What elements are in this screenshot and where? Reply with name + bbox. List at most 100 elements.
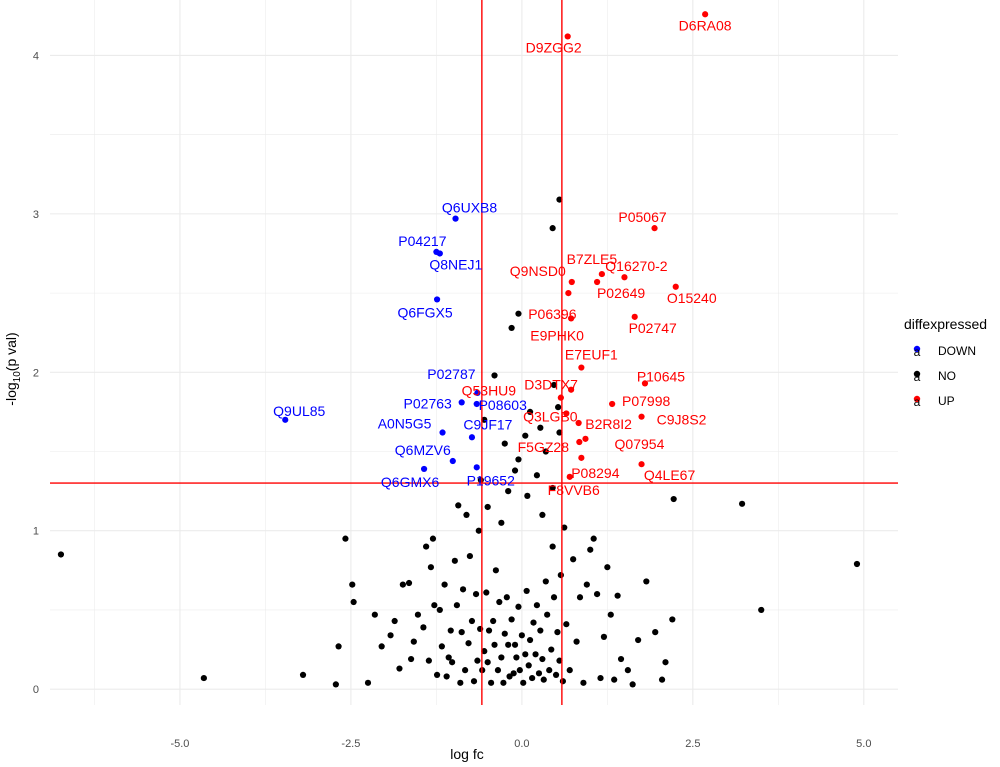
data-point-no [535,670,543,677]
point-label: Q53HU9 [462,383,517,399]
data-point-no [533,602,541,609]
data-point-no [573,638,580,645]
point-label: Q6UXB8 [442,200,497,216]
data-point-no [391,617,398,625]
data-point-no [611,676,618,683]
data-point-down [474,389,481,396]
data-point-no [537,424,544,431]
data-point-no [549,225,556,232]
data-point-no [425,657,432,664]
data-point-no [349,581,356,588]
data-point-no [463,511,470,518]
legend-key-glyph: a [914,395,921,409]
data-point-no [451,557,458,564]
data-point-no [491,641,498,648]
data-point-no [658,676,666,683]
data-point-down [282,416,289,423]
data-point-no [436,606,443,614]
data-point-no [587,546,594,553]
point-label: C9JF17 [463,416,512,432]
data-point-up [568,386,575,393]
data-point-no [453,602,461,609]
data-point-down [433,296,441,303]
data-point-no [580,679,587,686]
data-point-no [563,621,570,628]
data-point-up [576,438,583,446]
data-point-no [387,632,394,639]
data-point-no [484,503,491,511]
data-point-no [643,578,650,585]
x-tick-label: 2.5 [685,738,700,750]
data-point-no [597,674,604,682]
data-point-no [481,648,488,655]
data-point-no [407,655,415,663]
data-point-no [420,624,427,631]
data-point-no [449,659,456,666]
data-point-no [503,594,510,601]
point-label: D9ZGG2 [526,39,582,55]
point-label: D6RA08 [679,17,732,33]
point-label: P08603 [479,397,527,413]
point-label: P02787 [427,366,475,382]
data-point-no [523,587,530,595]
data-point-no [511,467,519,474]
data-point-no [335,643,342,650]
point-label: Q6GMX6 [381,474,440,490]
point-label: P06396 [528,306,576,322]
data-point-no [342,535,349,542]
data-point-no [570,556,577,563]
grid [50,0,898,705]
data-point-no [496,598,503,606]
data-point-no [533,472,541,479]
x-axis-title: log fc [450,746,483,762]
data-point-down [436,250,443,257]
data-point-no [405,579,413,587]
data-point-no [522,432,529,439]
data-point-no [554,629,561,636]
data-point-no [472,591,480,598]
data-point-no [455,502,462,509]
point-label: P02763 [404,395,452,411]
data-point-no [635,636,642,644]
data-point-no [853,560,861,568]
legend-key-point [913,370,921,378]
legend-title: diffexpressed [904,316,987,332]
data-point-no [57,551,65,558]
data-point-no [662,659,669,666]
data-point-down [420,465,428,473]
data-point-no [427,564,435,571]
data-point-no [410,638,417,645]
point-label: F8VVB6 [548,482,600,498]
data-point-no [617,655,625,663]
data-point-no [498,654,505,661]
data-point-no [466,552,473,560]
legend-key-point [913,395,921,403]
data-point-no [465,640,472,647]
data-point-no [505,641,512,648]
data-point-no [414,611,422,618]
data-point-no [457,679,464,686]
data-point-no [475,527,482,534]
legend-key-glyph: a [914,345,921,359]
data-point-no [583,581,590,588]
y-axis-title: -log10(p val) [3,332,23,405]
data-point-no [544,611,551,618]
data-point-up [563,410,570,417]
data-point-no [501,630,508,637]
data-point-no [530,619,537,626]
data-point-no [549,543,556,550]
data-point-no [487,679,495,686]
data-point-no [607,611,614,618]
data-point-no [423,543,430,550]
data-point-no [494,667,502,674]
legend-key-glyph: a [914,370,921,384]
data-point-no [468,617,476,625]
data-point-up [631,313,638,320]
data-point-no [459,586,467,593]
data-point-up [578,454,585,461]
data-point-no [561,524,568,531]
data-point-down [473,464,480,471]
data-point-no [556,429,563,436]
point-label: P19652 [467,472,515,488]
data-point-no [593,591,601,598]
